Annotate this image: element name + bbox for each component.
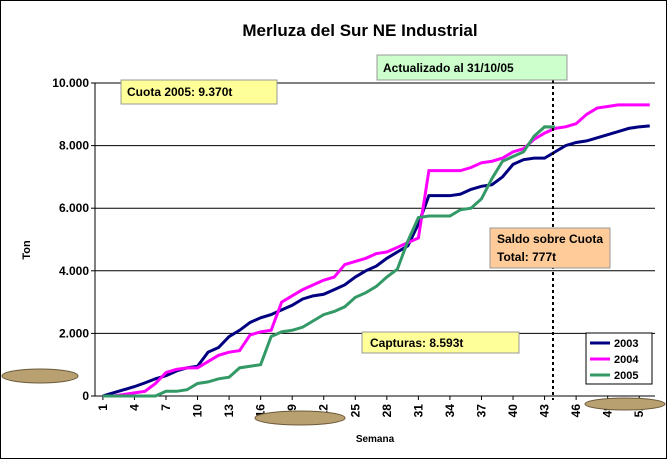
x-tick-label: 31	[411, 404, 425, 418]
x-tick-label: 7	[159, 404, 173, 411]
y-tick-label: 2.000	[59, 326, 89, 340]
annotation: Total: 777t	[497, 250, 556, 264]
chart: Merluza del Sur NE Industrial 0 2.000 4.00…	[0, 0, 667, 459]
legend-label: 2003	[614, 338, 638, 350]
y-tick-label: 4.000	[59, 264, 89, 278]
x-tick-label: 13	[222, 404, 236, 418]
x-tick-label: 43	[538, 404, 552, 418]
legend-label: 2005	[614, 370, 638, 382]
x-tick-label: 37	[474, 404, 488, 418]
chart-title: Merluza del Sur NE Industrial	[242, 21, 477, 40]
x-tick-label: 28	[380, 404, 394, 418]
x-axis-title: Semana	[356, 434, 395, 445]
x-tick-label: 25	[348, 404, 362, 418]
y-tick-label: 6.000	[59, 201, 89, 215]
annotation: Cuota 2005: 9.370t	[127, 85, 232, 99]
y-tick-label: 8.000	[59, 139, 89, 153]
x-tick-label: 46	[569, 404, 583, 418]
x-tick-label: 40	[506, 404, 520, 418]
y-tick-label: 0	[82, 389, 89, 403]
x-tick-label: 34	[443, 404, 457, 418]
annotation: Actualizado al 31/10/05	[383, 61, 514, 75]
legend-label: 2004	[614, 354, 639, 366]
x-tick-label: 1	[96, 404, 110, 411]
annotation: Capturas: 8.593t	[370, 336, 463, 350]
y-axis-title: Ton	[21, 240, 33, 260]
x-tick-label: 10	[191, 404, 205, 418]
annotation: Saldo sobre Cuota	[497, 232, 603, 246]
x-tick-label: 4	[127, 404, 141, 411]
y-tick-label: 10.000	[52, 76, 89, 90]
